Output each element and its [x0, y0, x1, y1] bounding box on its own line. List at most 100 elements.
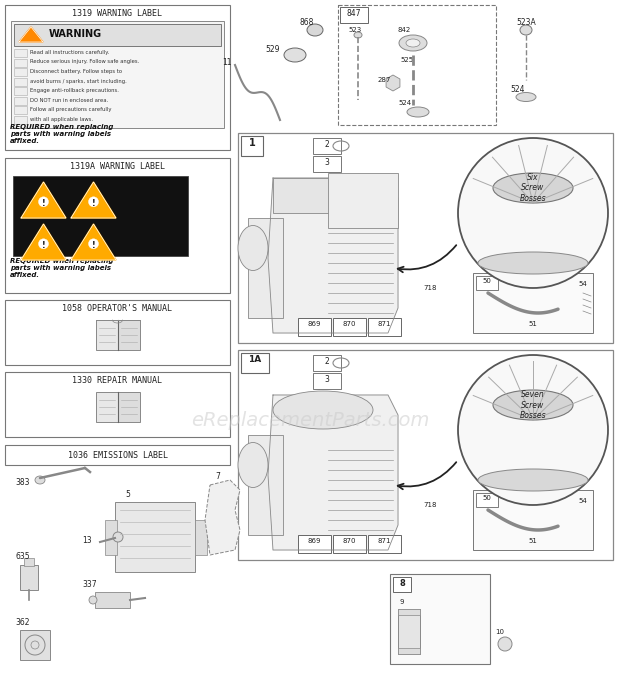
Text: 11: 11	[223, 58, 232, 67]
Text: 1036 EMISSIONS LABEL: 1036 EMISSIONS LABEL	[68, 450, 167, 459]
Bar	[5, 300, 230, 365]
Text: 524: 524	[510, 85, 525, 94]
Text: 1319 WARNING LABEL: 1319 WARNING LABEL	[73, 9, 162, 18]
Bar	[241, 353, 269, 373]
Text: 871: 871	[377, 321, 391, 327]
Text: 635: 635	[15, 552, 30, 561]
Ellipse shape	[478, 469, 588, 491]
Text: 287: 287	[378, 77, 391, 83]
Text: 337: 337	[82, 580, 97, 589]
Bar	[14, 24, 221, 46]
Text: REQUIRED when replacing
parts with warning labels
affixed.: REQUIRED when replacing parts with warni…	[10, 258, 113, 278]
Polygon shape	[19, 27, 43, 42]
Text: !: !	[42, 240, 45, 249]
Polygon shape	[21, 224, 66, 260]
Bar	[398, 648, 420, 654]
Bar	[313, 355, 341, 371]
Text: 2: 2	[325, 357, 329, 366]
Bar	[398, 609, 420, 654]
Bar	[298, 318, 331, 336]
Bar	[195, 520, 207, 555]
Bar	[14, 106, 27, 114]
Ellipse shape	[520, 25, 532, 35]
Text: 523: 523	[348, 27, 361, 33]
Text: 718: 718	[423, 285, 436, 291]
Polygon shape	[71, 182, 116, 218]
Polygon shape	[268, 178, 398, 333]
Bar	[368, 535, 401, 553]
Text: Disconnect battery. Follow steps to: Disconnect battery. Follow steps to	[30, 69, 122, 74]
Text: eReplacementParts.com: eReplacementParts.com	[191, 410, 429, 430]
Text: !: !	[92, 199, 95, 208]
Text: with all applicable laws.: with all applicable laws.	[30, 116, 93, 121]
Text: 869: 869	[308, 538, 321, 544]
Text: 847: 847	[347, 9, 361, 18]
Bar	[313, 138, 341, 154]
Bar	[333, 318, 366, 336]
Text: 54: 54	[578, 498, 587, 504]
Text: Engage anti-rollback precautions.: Engage anti-rollback precautions.	[30, 88, 119, 93]
Text: 50: 50	[482, 495, 492, 501]
Bar	[473, 273, 593, 333]
Bar	[328, 173, 398, 228]
Ellipse shape	[354, 32, 362, 38]
Text: 51: 51	[528, 321, 537, 327]
Bar	[333, 535, 366, 553]
Text: 5: 5	[125, 490, 130, 499]
Text: 870: 870	[342, 538, 356, 544]
Bar	[14, 68, 27, 76]
Text: 523A: 523A	[516, 18, 536, 27]
Bar	[238, 133, 613, 343]
Text: 2: 2	[325, 140, 329, 149]
Bar	[13, 176, 188, 256]
Text: 8: 8	[399, 579, 405, 588]
Polygon shape	[268, 395, 398, 550]
Text: Reduce serious injury. Follow safe angles.: Reduce serious injury. Follow safe angle…	[30, 60, 140, 64]
Bar	[368, 318, 401, 336]
Text: Six
Screw
Bosses: Six Screw Bosses	[520, 173, 546, 203]
Text: Follow all precautions carefully: Follow all precautions carefully	[30, 107, 112, 112]
Text: 7: 7	[215, 472, 220, 481]
Bar	[390, 574, 490, 664]
Bar	[241, 136, 263, 156]
Text: 1319A WARNING LABEL: 1319A WARNING LABEL	[70, 162, 165, 171]
Circle shape	[458, 355, 608, 505]
Circle shape	[38, 239, 48, 249]
Circle shape	[89, 239, 99, 249]
Ellipse shape	[238, 443, 268, 487]
Text: REQUIRED when replacing
parts with warning labels
affixed.: REQUIRED when replacing parts with warni…	[10, 124, 113, 144]
Bar	[273, 178, 373, 213]
Bar	[14, 96, 27, 105]
Text: 870: 870	[342, 321, 356, 327]
Text: 869: 869	[308, 321, 321, 327]
Text: 842: 842	[398, 27, 411, 33]
Circle shape	[38, 197, 48, 207]
Circle shape	[113, 532, 123, 542]
Bar	[24, 558, 34, 566]
Polygon shape	[21, 182, 66, 218]
Bar	[5, 372, 230, 437]
Ellipse shape	[399, 35, 427, 51]
Text: 10: 10	[495, 629, 504, 635]
Bar	[340, 7, 368, 23]
Bar	[248, 218, 283, 318]
Bar	[14, 58, 27, 67]
Ellipse shape	[516, 92, 536, 101]
Bar	[248, 435, 283, 535]
Text: 54: 54	[578, 281, 587, 287]
Ellipse shape	[493, 173, 573, 203]
Bar	[313, 156, 341, 172]
Bar	[5, 158, 230, 293]
Text: 51: 51	[528, 538, 537, 544]
Bar	[95, 592, 130, 608]
Text: 9: 9	[400, 599, 404, 605]
Bar	[105, 520, 117, 555]
Bar	[11, 21, 224, 128]
Ellipse shape	[407, 107, 429, 117]
Bar	[5, 5, 230, 150]
Bar	[393, 577, 411, 592]
Circle shape	[458, 138, 608, 288]
Ellipse shape	[493, 390, 573, 420]
Bar	[14, 49, 27, 57]
Circle shape	[498, 637, 512, 651]
